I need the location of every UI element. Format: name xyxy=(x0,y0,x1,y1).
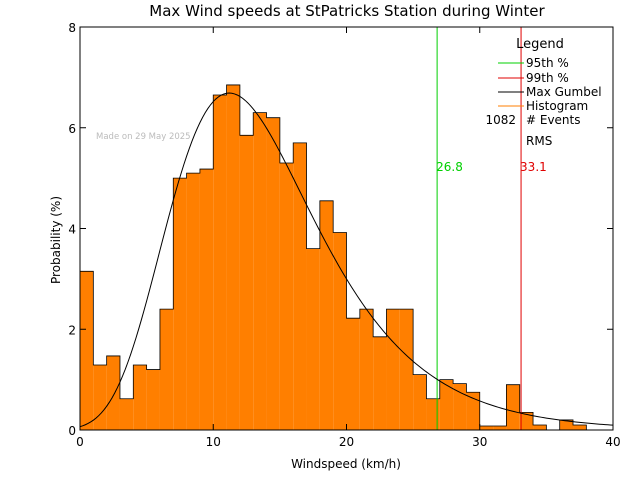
percentile-value-label: 33.1 xyxy=(520,160,547,174)
histogram-bar xyxy=(559,419,574,430)
legend-events-label: # Events xyxy=(526,113,581,127)
x-tick-label: 20 xyxy=(339,435,354,449)
legend-label-gumbel: Max Gumbel xyxy=(526,85,602,99)
y-tick-label: 8 xyxy=(68,21,76,35)
histogram-bar xyxy=(213,95,227,430)
percentile-value-label: 26.8 xyxy=(436,160,463,174)
histogram-bar xyxy=(453,383,467,430)
histogram-bar xyxy=(266,117,280,431)
legend: Legend 95th % 99th % Max Gumbel Histogra… xyxy=(485,37,601,148)
x-tick-label: 40 xyxy=(605,435,620,449)
histogram-bar xyxy=(386,309,400,430)
histogram-bar xyxy=(159,309,174,430)
y-tick-label: 4 xyxy=(68,223,76,237)
legend-label-99th: 99th % xyxy=(526,71,569,85)
y-tick-label: 2 xyxy=(68,323,76,337)
histogram-bar xyxy=(173,178,187,430)
histogram-outline xyxy=(79,84,613,431)
x-axis-ticks: 0 10 20 30 40 xyxy=(76,27,621,449)
histogram-bar xyxy=(519,412,534,430)
histogram-bar xyxy=(346,318,360,430)
legend-title: Legend xyxy=(516,37,564,52)
histogram-bar xyxy=(533,424,547,430)
y-tick-label: 0 xyxy=(68,424,76,438)
histogram-bar xyxy=(479,425,494,430)
histogram-bar xyxy=(106,355,120,430)
histogram-bar xyxy=(199,169,214,430)
y-axis-label: Probability (%) xyxy=(49,196,63,284)
x-tick-label: 30 xyxy=(472,435,487,449)
histogram-bar xyxy=(226,84,240,431)
histogram-bar xyxy=(279,163,294,430)
histogram-bar xyxy=(373,336,387,430)
histogram-bar xyxy=(573,424,587,430)
histogram-bar xyxy=(319,200,334,430)
x-tick-label: 10 xyxy=(206,435,221,449)
watermark: Made on 29 May 2025 xyxy=(96,132,191,142)
histogram-bar xyxy=(413,374,427,430)
histogram-bar xyxy=(493,425,507,430)
y-axis-ticks: 0 2 4 6 8 xyxy=(68,21,613,438)
histogram-bar xyxy=(146,369,160,430)
histogram-bar xyxy=(359,309,374,430)
legend-label-histogram: Histogram xyxy=(526,99,588,113)
histogram-bar xyxy=(133,365,147,430)
legend-label-95th: 95th % xyxy=(526,56,569,70)
legend-events-count: 1082 xyxy=(485,113,516,127)
histogram-bar xyxy=(306,248,320,430)
percentile-lines: 26.8 33.1 xyxy=(436,27,547,430)
histogram-bar xyxy=(506,384,520,430)
y-tick-label: 6 xyxy=(68,122,76,136)
gumbel-curve xyxy=(79,92,614,428)
histogram-bar xyxy=(93,365,107,430)
histogram-bar xyxy=(466,392,480,430)
histogram-bar xyxy=(439,379,454,430)
histogram-bar xyxy=(293,142,307,431)
histogram-bar xyxy=(253,112,267,430)
x-tick-label: 0 xyxy=(76,435,84,449)
legend-rms-label: RMS xyxy=(526,134,552,148)
chart-title: Max Wind speeds at StPatricks Station du… xyxy=(149,2,545,20)
histogram-series xyxy=(79,84,613,431)
histogram-bar xyxy=(186,173,200,430)
x-axis-label: Windspeed (km/h) xyxy=(291,457,401,471)
histogram-bar xyxy=(333,232,347,430)
histogram-bar xyxy=(239,135,254,430)
histogram-bar xyxy=(426,398,440,430)
histogram-bar xyxy=(80,271,94,430)
histogram-bar xyxy=(399,309,414,430)
histogram-bar xyxy=(119,398,134,430)
